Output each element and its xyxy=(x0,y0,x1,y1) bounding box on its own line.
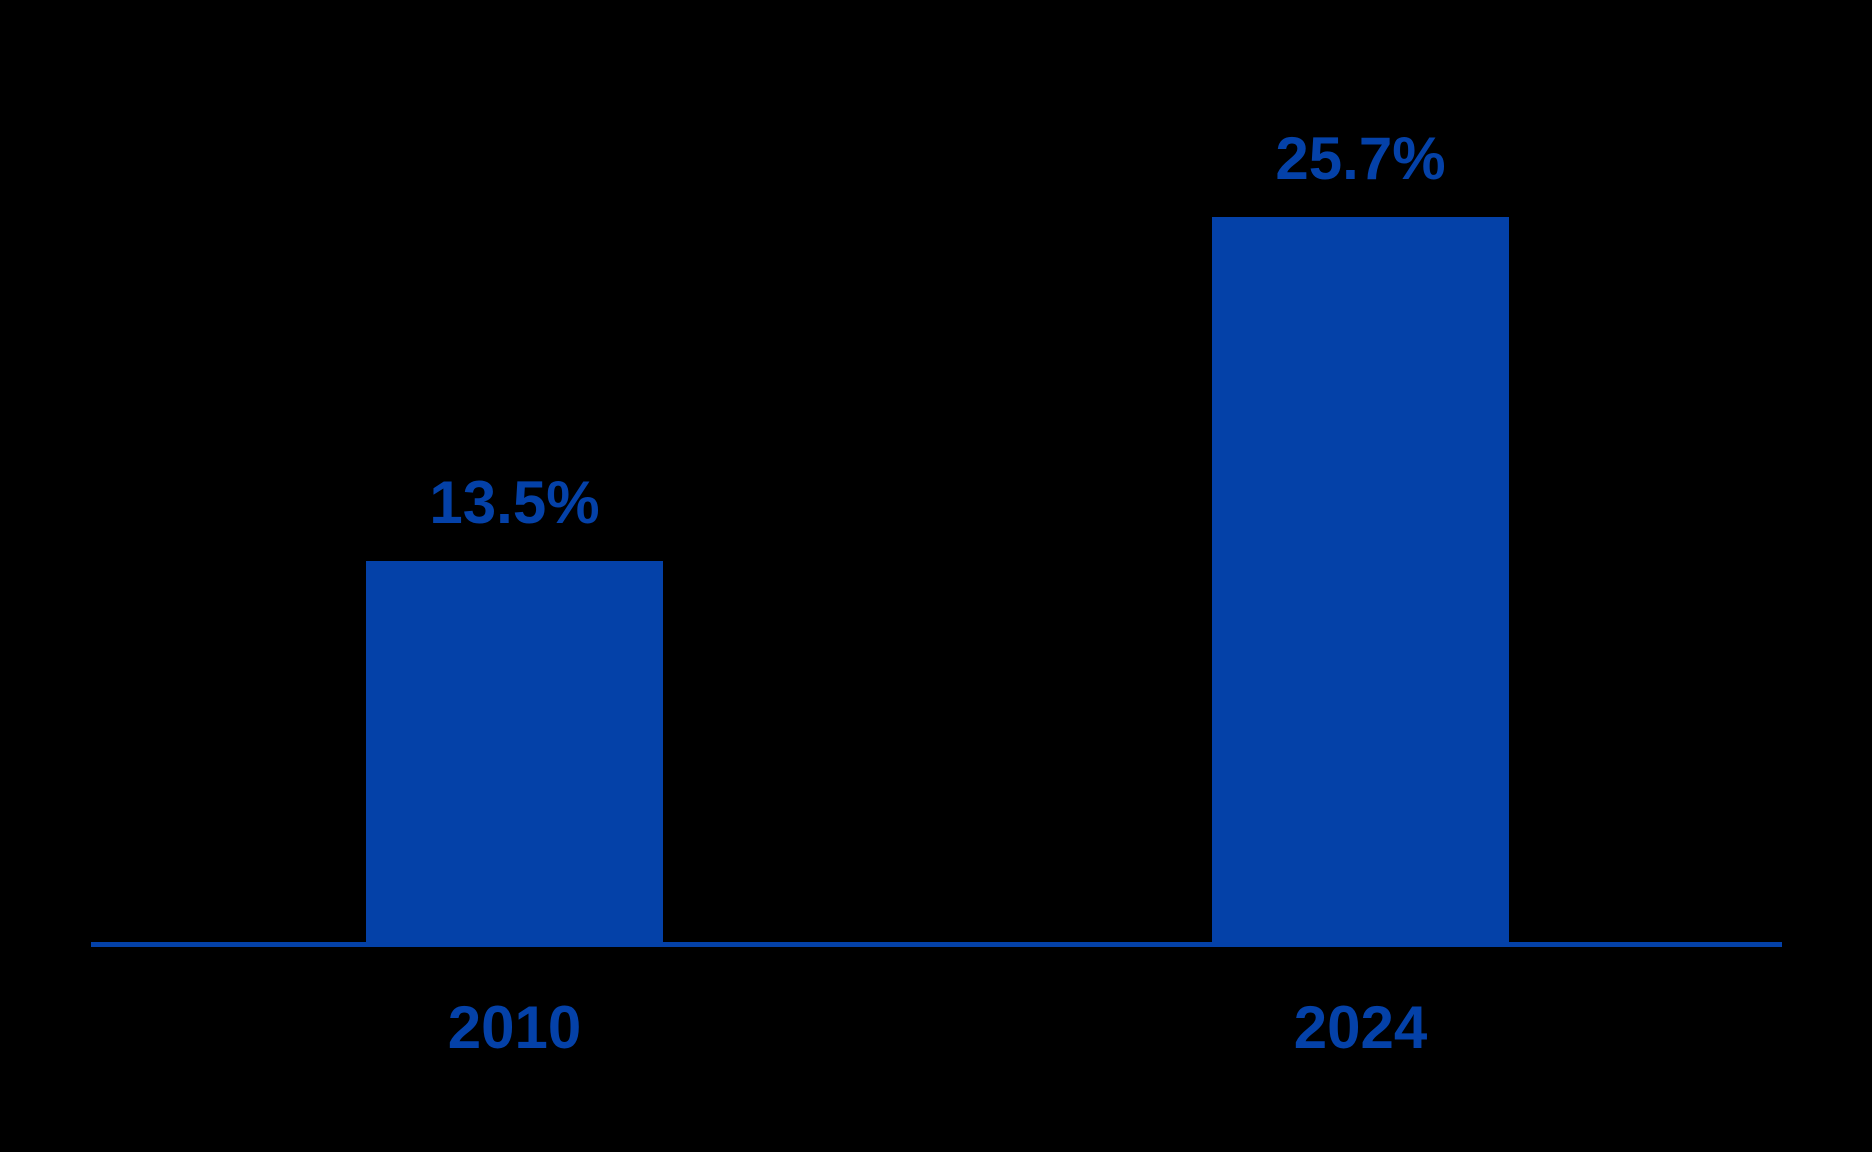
bar-group-2024: 25.7% xyxy=(1212,129,1509,942)
x-axis-label-2024: 2024 xyxy=(1293,994,1428,1061)
bar-2024 xyxy=(1212,217,1509,942)
bar-2010 xyxy=(366,561,663,942)
data-label-2024: 25.7% xyxy=(1275,125,1446,192)
x-axis-label-2010: 2010 xyxy=(447,994,582,1061)
bar-group-2010: 13.5% xyxy=(366,473,663,942)
data-label-2010: 13.5% xyxy=(429,469,600,536)
x-axis-line xyxy=(91,942,1782,947)
